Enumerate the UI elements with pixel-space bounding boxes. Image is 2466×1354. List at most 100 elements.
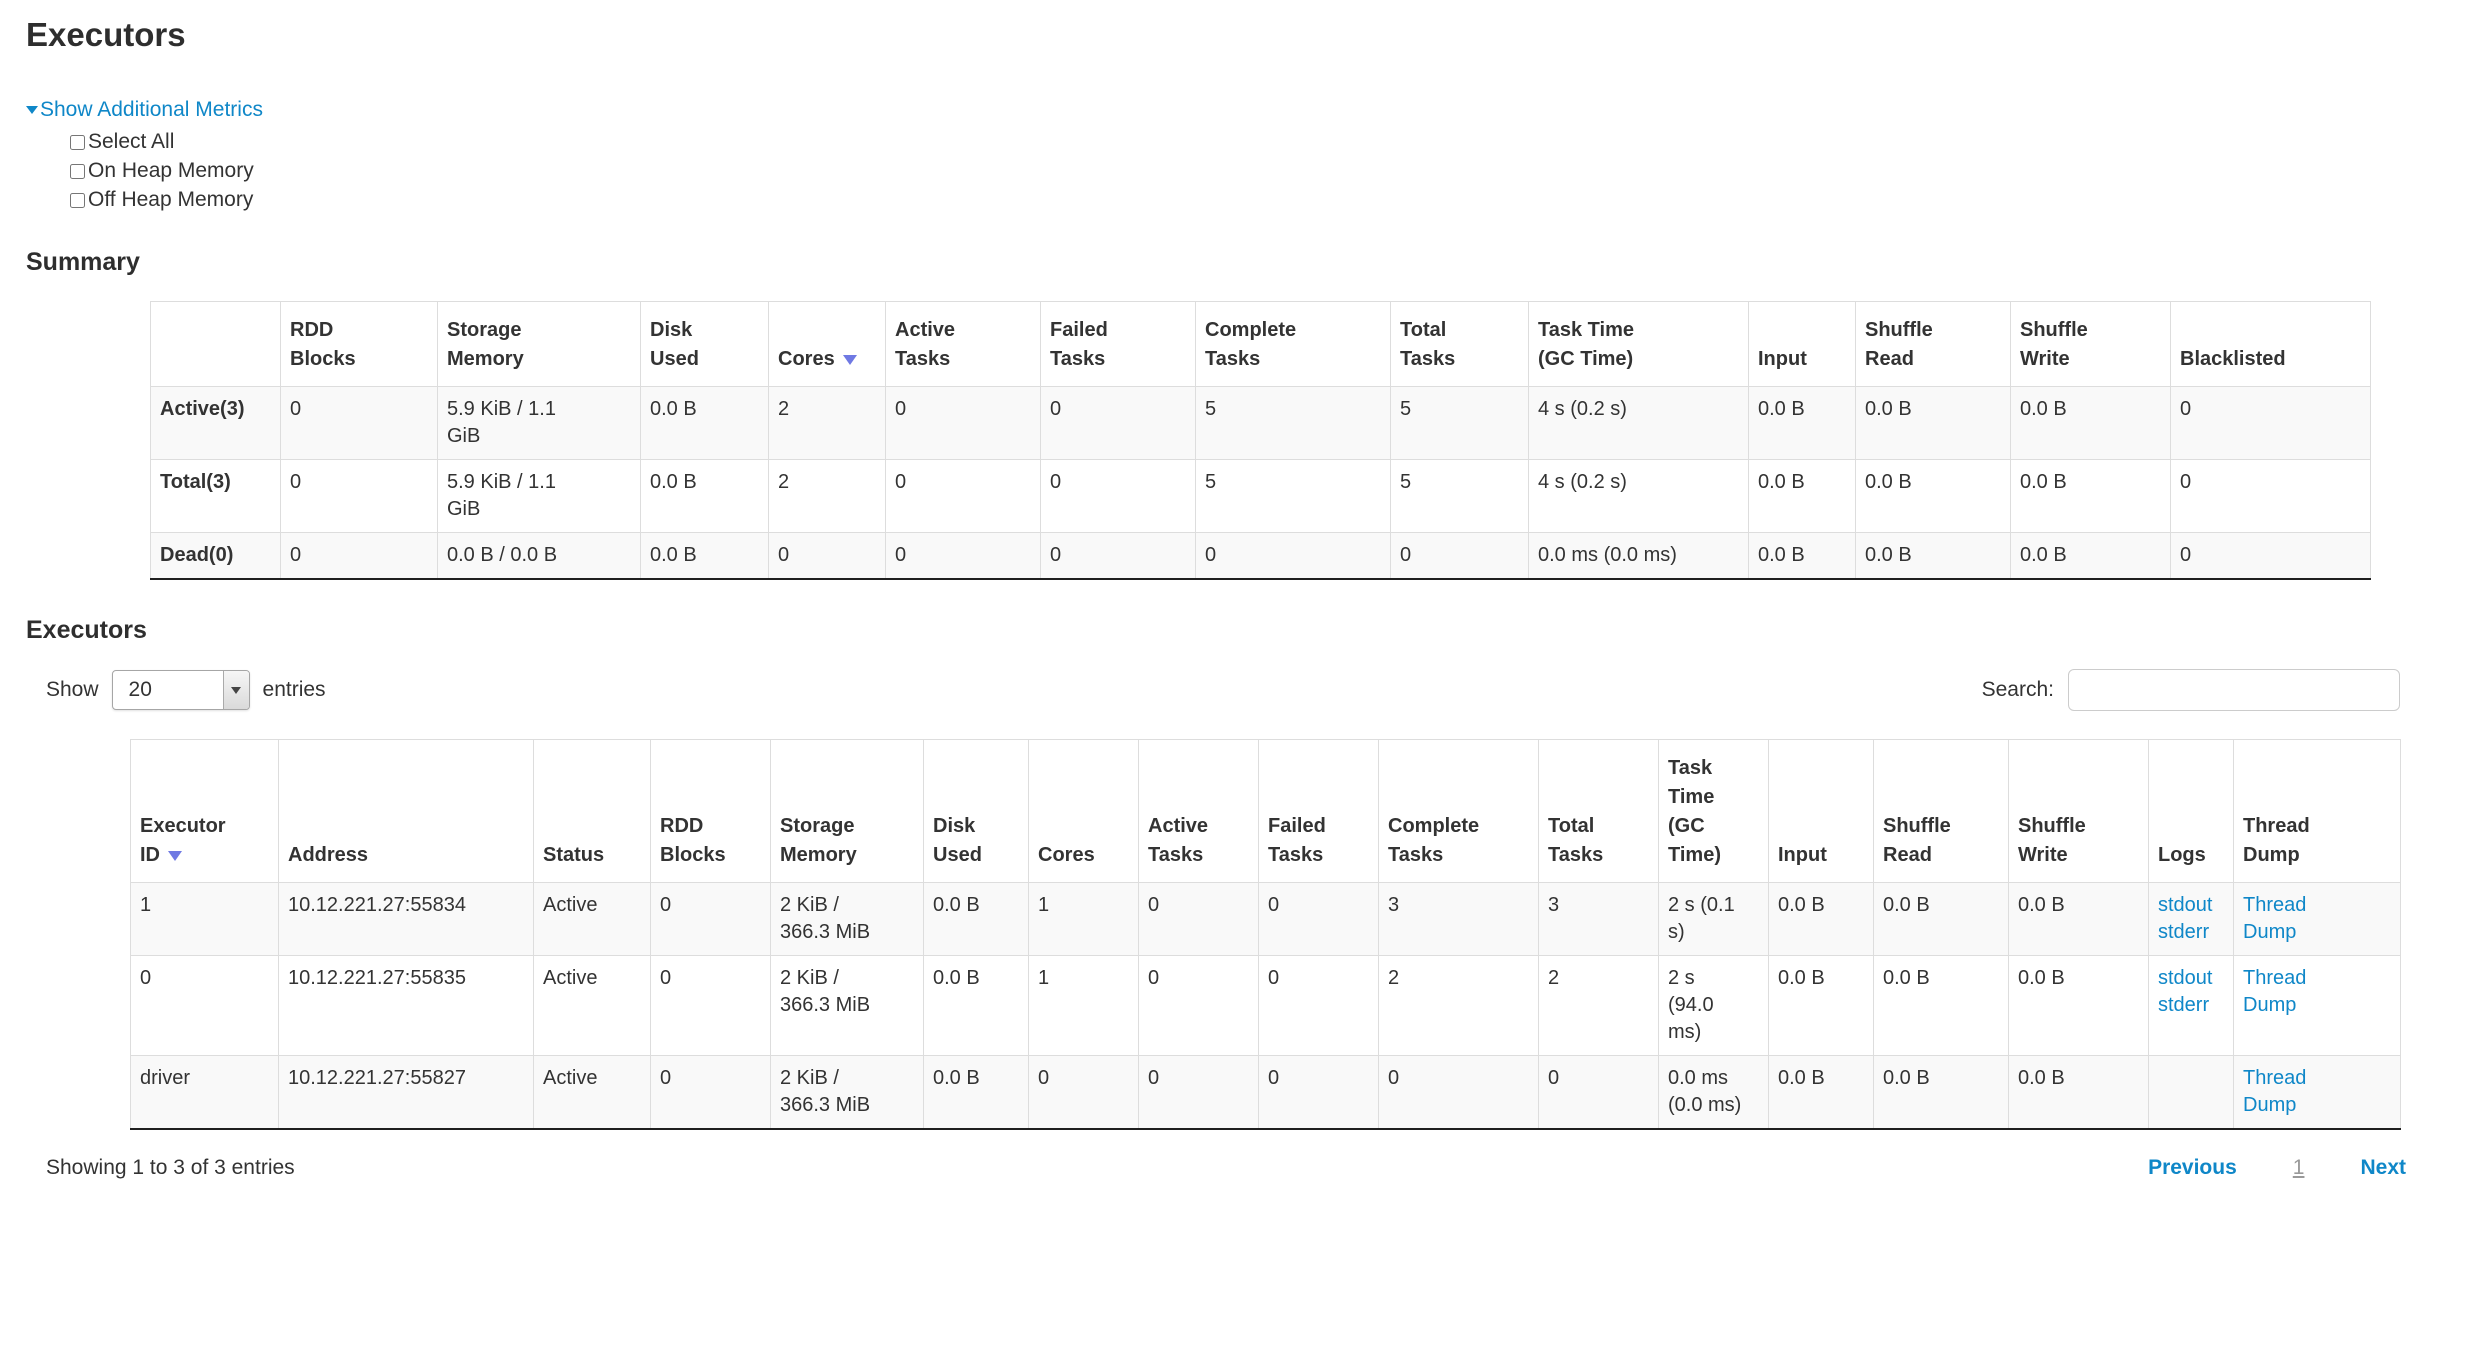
on-heap-memory-checkbox[interactable] — [70, 163, 85, 179]
col-header-complete-tasks[interactable]: Complete Tasks — [1378, 739, 1539, 883]
stderr-log-link[interactable]: stderr — [2158, 994, 2210, 1016]
next-page-link[interactable]: Next — [2360, 1156, 2406, 1179]
thread-dump-link[interactable]: Thread Dump — [2243, 1067, 2307, 1116]
exec-cell-input: 0.0 B — [1768, 955, 1874, 1056]
summary-cell-cores: 2 — [768, 386, 886, 460]
exec-cell-rdd-blocks: 0 — [650, 1055, 771, 1130]
col-header-disk-used[interactable]: Disk Used — [640, 301, 769, 387]
exec-cell-status: Active — [533, 955, 651, 1056]
executor-row-driver: driver 10.12.221.27:55827 Active 0 2 KiB / 3… — [130, 1055, 2401, 1130]
sort-desc-icon — [842, 355, 857, 365]
exec-cell-rdd-blocks: 0 — [650, 955, 771, 1056]
metric-option-on-heap-memory: On Heap Memory — [70, 159, 2442, 183]
col-header-label: Shuffle Write — [2020, 319, 2088, 370]
col-header-disk-used[interactable]: Disk Used — [923, 739, 1029, 883]
summary-header-row: RDD Blocks Storage Memory Disk Used Cores Ac… — [150, 301, 2371, 387]
exec-cell-shuffle-write: 0.0 B — [2008, 955, 2149, 1056]
off-heap-memory-checkbox[interactable] — [70, 192, 85, 208]
exec-cell-failed-tasks: 0 — [1258, 1055, 1379, 1130]
summary-cell-failed-tasks: 0 — [1040, 386, 1196, 460]
col-header-label: Storage Memory — [447, 319, 524, 370]
col-header-status[interactable]: Status — [533, 739, 651, 883]
col-header-label: RDD Blocks — [290, 319, 356, 370]
page-size-select[interactable]: 20 — [111, 670, 250, 710]
summary-cell-shuffle-write: 0.0 B — [2010, 386, 2171, 460]
col-header-blank[interactable] — [150, 301, 281, 387]
col-header-cores[interactable]: Cores — [768, 301, 886, 387]
exec-cell-executor-id: 0 — [130, 955, 279, 1056]
select-all-checkbox[interactable] — [70, 134, 85, 150]
col-header-logs[interactable]: Logs — [2148, 739, 2234, 883]
previous-page-link[interactable]: Previous — [2148, 1156, 2237, 1179]
exec-cell-shuffle-write: 0.0 B — [2008, 1055, 2149, 1130]
col-header-label: Disk Used — [933, 815, 982, 866]
col-header-executor-id[interactable]: Executor ID — [130, 739, 279, 883]
col-header-failed-tasks[interactable]: Failed Tasks — [1040, 301, 1196, 387]
col-header-address[interactable]: Address — [278, 739, 534, 883]
summary-cell-input: 0.0 B — [1748, 459, 1856, 533]
col-header-task-time-gc-time[interactable]: Task Time (GC Time) — [1528, 301, 1749, 387]
col-header-storage-memory[interactable]: Storage Memory — [437, 301, 641, 387]
col-header-failed-tasks[interactable]: Failed Tasks — [1258, 739, 1379, 883]
exec-cell-address: 10.12.221.27:55834 — [278, 882, 534, 956]
col-header-thread-dump[interactable]: Thread Dump — [2233, 739, 2401, 883]
col-header-storage-memory[interactable]: Storage Memory — [770, 739, 924, 883]
exec-cell-address: 10.12.221.27:55835 — [278, 955, 534, 1056]
exec-cell-active-tasks: 0 — [1138, 1055, 1259, 1130]
select-all-label: Select All — [88, 130, 175, 153]
col-header-shuffle-write[interactable]: Shuffle Write — [2008, 739, 2149, 883]
chevron-down-icon — [222, 671, 249, 709]
col-header-cores[interactable]: Cores — [1028, 739, 1139, 883]
col-header-label: Failed Tasks — [1050, 319, 1108, 370]
show-entries-control: Show 20 entries — [46, 670, 326, 710]
col-header-shuffle-write[interactable]: Shuffle Write — [2010, 301, 2171, 387]
col-header-blacklisted[interactable]: Blacklisted — [2170, 301, 2371, 387]
stderr-log-link[interactable]: stderr — [2158, 921, 2210, 943]
col-header-shuffle-read[interactable]: Shuffle Read — [1855, 301, 2011, 387]
off-heap-memory-label: Off Heap Memory — [88, 188, 254, 211]
exec-cell-logs: stdout stderr — [2148, 882, 2234, 956]
col-header-active-tasks[interactable]: Active Tasks — [885, 301, 1041, 387]
search-input[interactable] — [2068, 669, 2400, 711]
col-header-input[interactable]: Input — [1768, 739, 1874, 883]
exec-cell-logs: stdout stderr — [2148, 955, 2234, 1056]
summary-cell-shuffle-write: 0.0 B — [2010, 532, 2171, 580]
col-header-shuffle-read[interactable]: Shuffle Read — [1873, 739, 2009, 883]
thread-dump-link[interactable]: Thread Dump — [2243, 967, 2307, 1016]
table-controls: Show 20 entries Search: — [46, 669, 2400, 711]
metric-option-select-all: Select All — [70, 130, 2442, 154]
col-header-total-tasks[interactable]: Total Tasks — [1538, 739, 1659, 883]
col-header-input[interactable]: Input — [1748, 301, 1856, 387]
col-header-label: Task Time (GC Time) — [1668, 757, 1721, 866]
exec-cell-shuffle-read: 0.0 B — [1873, 955, 2009, 1056]
col-header-active-tasks[interactable]: Active Tasks — [1138, 739, 1259, 883]
summary-cell-shuffle-read: 0.0 B — [1855, 386, 2011, 460]
stdout-log-link[interactable]: stdout — [2158, 967, 2213, 989]
summary-cell-failed-tasks: 0 — [1040, 459, 1196, 533]
exec-cell-cores: 0 — [1028, 1055, 1139, 1130]
col-header-total-tasks[interactable]: Total Tasks — [1390, 301, 1529, 387]
col-header-label: Shuffle Write — [2018, 815, 2086, 866]
col-header-rdd-blocks[interactable]: RDD Blocks — [650, 739, 771, 883]
showing-entries-text: Showing 1 to 3 of 3 entries — [46, 1156, 295, 1179]
exec-cell-failed-tasks: 0 — [1258, 882, 1379, 956]
executors-heading: Executors — [26, 616, 147, 644]
on-heap-memory-label: On Heap Memory — [88, 159, 254, 182]
exec-cell-complete-tasks: 0 — [1378, 1055, 1539, 1130]
page-number-1[interactable]: 1 — [2292, 1156, 2305, 1179]
col-header-task-time-gc-time[interactable]: Task Time (GC Time) — [1658, 739, 1769, 883]
summary-cell-disk-used: 0.0 B — [640, 532, 769, 580]
stdout-log-link[interactable]: stdout — [2158, 894, 2213, 916]
exec-cell-active-tasks: 0 — [1138, 882, 1259, 956]
summary-cell-task-time-gc-time: 4 s (0.2 s) — [1528, 459, 1749, 533]
summary-cell-disk-used: 0.0 B — [640, 386, 769, 460]
show-additional-metrics-link[interactable]: Show Additional Metrics — [26, 98, 263, 122]
col-header-rdd-blocks[interactable]: RDD Blocks — [280, 301, 438, 387]
summary-cell-rdd-blocks: 0 — [280, 459, 438, 533]
exec-cell-shuffle-write: 0.0 B — [2008, 882, 2149, 956]
summary-row-label: Active(3) — [150, 386, 281, 460]
thread-dump-link[interactable]: Thread Dump — [2243, 894, 2307, 943]
col-header-complete-tasks[interactable]: Complete Tasks — [1195, 301, 1391, 387]
col-header-label: Total Tasks — [1548, 815, 1604, 866]
